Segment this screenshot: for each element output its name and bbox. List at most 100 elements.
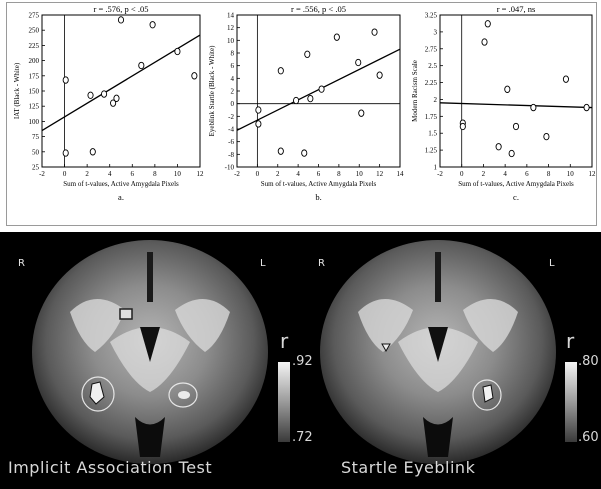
y-tick-label: 2 bbox=[434, 96, 438, 104]
y-tick-label: 175 bbox=[29, 72, 40, 80]
x-tick-label: 8 bbox=[337, 170, 341, 178]
activation-spot bbox=[381, 343, 391, 353]
data-point bbox=[481, 38, 488, 46]
y-axis-label: Modern Racism Scale bbox=[411, 60, 419, 122]
plot-frame bbox=[439, 14, 593, 168]
x-tick-label: 2 bbox=[276, 170, 280, 178]
data-point bbox=[138, 61, 145, 70]
data-point bbox=[459, 122, 466, 131]
data-point bbox=[255, 106, 262, 114]
hemisphere-label-left: L bbox=[549, 258, 555, 269]
y-tick-label: 12 bbox=[227, 24, 235, 32]
amygdala-circle-right bbox=[81, 376, 115, 412]
y-tick-label: 200 bbox=[29, 57, 40, 65]
data-point bbox=[62, 149, 69, 157]
data-point bbox=[508, 149, 515, 158]
data-point bbox=[277, 147, 284, 155]
y-tick-label: 6 bbox=[231, 62, 235, 70]
y-tick-label: 3.25 bbox=[425, 12, 438, 20]
regression-line bbox=[41, 34, 201, 132]
data-point bbox=[355, 58, 362, 67]
data-point bbox=[101, 90, 108, 98]
panel-label: b. bbox=[315, 192, 321, 202]
x-tick-label: -2 bbox=[437, 170, 443, 178]
data-point bbox=[504, 85, 511, 93]
y-tick-label: 2.75 bbox=[425, 45, 438, 53]
y-tick-label: 3 bbox=[434, 28, 438, 36]
caption-iat: Implicit Association Test bbox=[8, 458, 213, 477]
data-point bbox=[293, 96, 300, 105]
x-tick-label: 2 bbox=[482, 170, 486, 178]
hemisphere-label-left: L bbox=[260, 258, 266, 269]
x-axis-label: Sum of t-values, Active Amygdala Pixels bbox=[63, 180, 179, 188]
data-point bbox=[512, 122, 520, 131]
x-tick-label: -2 bbox=[234, 170, 240, 178]
brain-images-svg bbox=[32, 240, 577, 464]
data-point bbox=[301, 149, 308, 157]
data-point bbox=[110, 99, 117, 107]
data-point bbox=[113, 94, 120, 102]
brain-images-panel: R L R L r .92 .72 r .80 .60 Implicit Ass… bbox=[0, 232, 601, 489]
data-point bbox=[89, 148, 96, 156]
data-point bbox=[583, 103, 590, 112]
colorbar-label: r bbox=[566, 329, 575, 353]
data-point bbox=[358, 109, 365, 117]
data-point bbox=[255, 120, 262, 128]
data-point bbox=[191, 72, 198, 80]
y-tick-label: 8 bbox=[231, 50, 235, 58]
y-tick-label: 1.75 bbox=[425, 113, 438, 121]
y-tick-label: -6 bbox=[228, 138, 234, 146]
y-tick-label: 0 bbox=[231, 100, 235, 108]
y-tick-label: 25 bbox=[32, 164, 40, 172]
data-point bbox=[149, 21, 156, 29]
data-point bbox=[62, 76, 69, 84]
x-axis-label: Sum of t-values, Active Amygdala Pixels bbox=[261, 180, 377, 188]
ventricle bbox=[428, 327, 448, 362]
white-matter-right bbox=[175, 298, 230, 352]
x-tick-label: 10 bbox=[174, 170, 182, 178]
chart-title: r = .047, ns bbox=[497, 4, 536, 14]
data-point bbox=[117, 16, 125, 24]
amygdala-activation-left bbox=[178, 391, 190, 399]
regression-line bbox=[236, 48, 401, 131]
amygdala-activation bbox=[482, 384, 494, 403]
y-tick-label: 100 bbox=[29, 118, 40, 126]
x-tick-label: 8 bbox=[547, 170, 551, 178]
y-tick-label: -8 bbox=[228, 151, 234, 159]
brainstem-shadow bbox=[135, 417, 165, 457]
data-point bbox=[562, 75, 569, 83]
y-tick-label: 1.5 bbox=[428, 130, 437, 138]
scatterplots-svg: -2 0 2 4 6 8 10 1225507510012515017520022525027… bbox=[13, 4, 597, 202]
x-axis-label: Sum of t-values, Active Amygdala Pixels bbox=[458, 180, 574, 188]
data-point bbox=[318, 85, 325, 93]
chart-title: r = .556, p < .05 bbox=[291, 4, 346, 14]
y-axis-label: Eyeblink Startle (Black - White) bbox=[208, 45, 216, 137]
x-tick-label: 6 bbox=[131, 170, 135, 178]
data-point bbox=[495, 143, 502, 151]
data-point bbox=[87, 91, 94, 99]
colorbar-max: .92 bbox=[292, 354, 313, 369]
data-point bbox=[304, 50, 311, 58]
y-tick-label: 2.5 bbox=[428, 62, 437, 70]
y-tick-label: -2 bbox=[228, 113, 234, 121]
regression-line bbox=[439, 102, 593, 109]
y-tick-label: -4 bbox=[228, 126, 234, 134]
brain-image-iat bbox=[32, 240, 268, 464]
x-tick-label: 12 bbox=[589, 170, 597, 178]
data-point bbox=[307, 94, 314, 103]
colorbar-max: .80 bbox=[578, 354, 599, 369]
scatterplot-panel: -2 0 2 4 6 8 10 12 25 50 75 100 125 150 175 200 225 250 27… bbox=[6, 2, 597, 226]
hemisphere-label-right: R bbox=[18, 258, 25, 269]
colorbar-label: r bbox=[280, 329, 289, 353]
x-tick-label: 10 bbox=[356, 170, 364, 178]
amygdala-circle-left bbox=[168, 382, 198, 408]
x-tick-label: 4 bbox=[503, 170, 507, 178]
x-tick-label: 6 bbox=[525, 170, 529, 178]
y-tick-label: 150 bbox=[29, 88, 40, 96]
data-point bbox=[376, 71, 383, 79]
data-point bbox=[174, 47, 181, 56]
white-matter-left bbox=[70, 298, 125, 352]
y-tick-label: 75 bbox=[32, 133, 40, 141]
plot-frame bbox=[41, 14, 201, 168]
x-tick-label: 4 bbox=[108, 170, 112, 178]
